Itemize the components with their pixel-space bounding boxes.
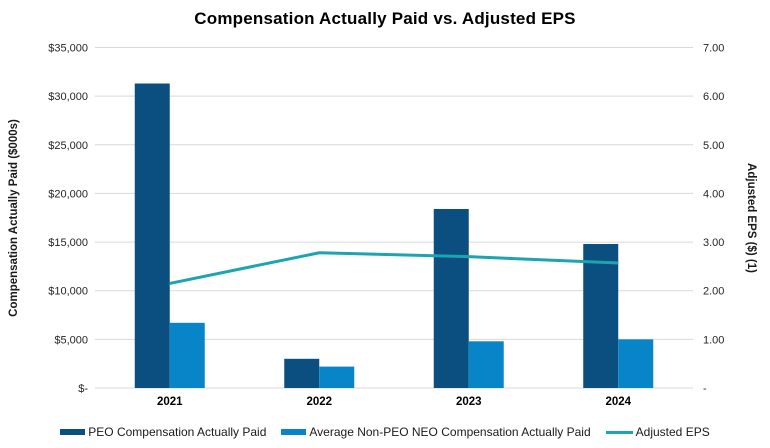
right-axis-tick-label: 7.00	[703, 43, 724, 55]
legend-label-adjusted-eps: Adjusted EPS	[635, 425, 710, 439]
legend: PEO Compensation Actually Paid Average N…	[0, 425, 770, 439]
right-axis-tick-label: -	[703, 383, 707, 395]
legend-label-peo-comp: PEO Compensation Actually Paid	[88, 425, 267, 439]
left-axis-tick-label: $35,000	[48, 43, 88, 55]
legend-swatch-peo-bar	[60, 429, 86, 435]
right-axis-ticks: 7.00 6.00 5.00 4.00 3.00 2.00 1.00 -	[703, 43, 724, 396]
bar-series	[134, 83, 654, 388]
left-axis-tick-label: $10,000	[48, 286, 88, 298]
left-axis-tick-label: $5,000	[54, 334, 88, 346]
chart-title: Compensation Actually Paid vs. Adjusted …	[194, 9, 576, 28]
bar-peo-2023	[433, 208, 469, 388]
legend-item-peo-comp: PEO Compensation Actually Paid	[60, 425, 266, 439]
bar-peo-2022	[284, 358, 320, 388]
left-axis-tick-label: $-	[78, 383, 88, 395]
legend-swatch-nonpeo-bar	[281, 429, 307, 435]
right-axis-tick-label: 6.00	[703, 91, 724, 103]
right-axis-tick-label: 3.00	[703, 237, 724, 249]
x-axis-labels: 2021 2022 2023 2024	[157, 396, 632, 408]
legend-item-adjusted-eps: Adjusted EPS	[605, 425, 710, 439]
legend-item-nonpeo-comp: Average Non-PEO NEO Compensation Actuall…	[281, 425, 591, 439]
right-axis-tick-label: 5.00	[703, 140, 724, 152]
bar-peo-2021	[134, 83, 170, 388]
x-axis-label-2023: 2023	[456, 396, 482, 408]
right-axis-title: Adjusted EPS ($) (1)	[745, 163, 757, 273]
legend-swatch-eps-line	[605, 430, 633, 434]
eps-line-series	[169, 251, 619, 285]
bar-nonpeo-2021	[169, 322, 205, 388]
x-axis-label-2024: 2024	[605, 396, 631, 408]
x-axis-label-2021: 2021	[157, 396, 183, 408]
left-axis-tick-label: $25,000	[48, 140, 88, 152]
adjusted-eps-line	[169, 251, 619, 285]
right-axis-tick-label: 1.00	[703, 334, 724, 346]
left-axis-tick-label: $20,000	[48, 188, 88, 200]
bar-nonpeo-2023	[468, 341, 504, 388]
left-axis-tick-label: $15,000	[48, 237, 88, 249]
left-axis-tick-label: $30,000	[48, 91, 88, 103]
x-axis-label-2022: 2022	[306, 396, 332, 408]
legend-label-nonpeo-comp: Average Non-PEO NEO Compensation Actuall…	[309, 425, 591, 439]
left-axis-ticks: $35,000 $30,000 $25,000 $20,000 $15,000 $10,0…	[48, 43, 88, 396]
left-axis-title: Compensation Actually Paid ($000s)	[8, 119, 20, 317]
bar-peo-2024	[583, 244, 619, 388]
bar-nonpeo-2024	[618, 339, 654, 388]
right-axis-tick-label: 2.00	[703, 286, 724, 298]
bar-nonpeo-2022	[319, 366, 355, 388]
right-axis-tick-label: 4.00	[703, 188, 724, 200]
